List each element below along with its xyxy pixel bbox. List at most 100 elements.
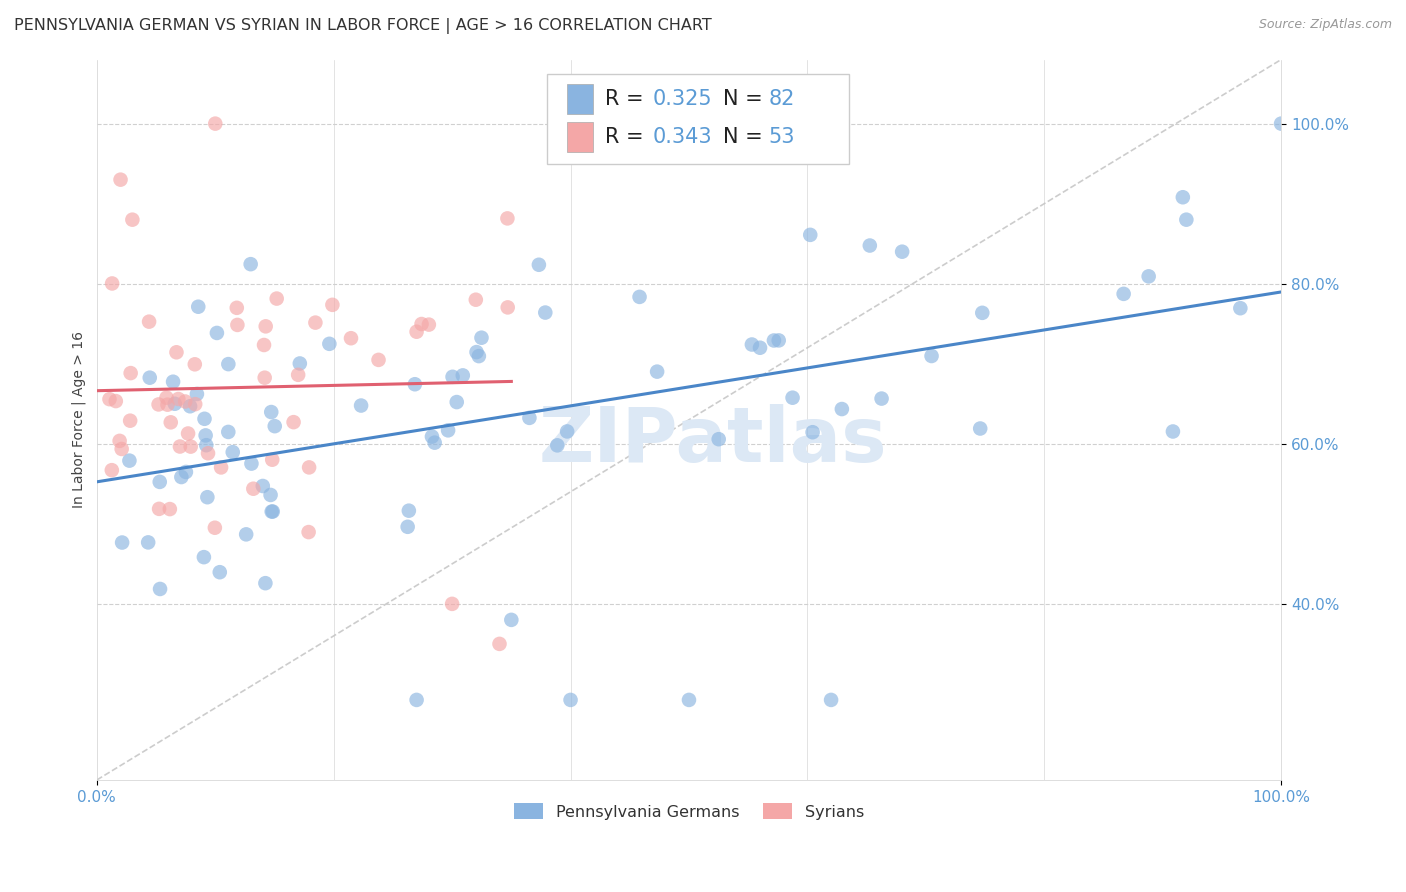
Point xyxy=(555,425,578,439)
Point xyxy=(321,298,343,312)
Text: 53: 53 xyxy=(768,127,794,146)
Point xyxy=(418,318,440,332)
Point xyxy=(252,479,274,493)
Point xyxy=(222,445,245,459)
Point xyxy=(288,356,311,370)
Point xyxy=(101,463,124,477)
Point xyxy=(468,349,491,363)
Point xyxy=(465,345,488,359)
Point xyxy=(405,325,427,339)
Point xyxy=(441,597,464,611)
Point xyxy=(254,319,277,334)
Point xyxy=(226,318,249,332)
Point xyxy=(149,582,172,596)
Point xyxy=(519,410,541,425)
Point xyxy=(186,387,208,401)
Point xyxy=(174,465,197,479)
FancyBboxPatch shape xyxy=(547,74,849,164)
Point xyxy=(501,613,523,627)
Point xyxy=(177,426,200,441)
Point xyxy=(239,257,262,271)
Point xyxy=(184,357,207,371)
Point xyxy=(470,331,492,345)
Point xyxy=(420,429,443,443)
Point xyxy=(205,326,228,340)
Point xyxy=(174,394,197,409)
Text: N =: N = xyxy=(723,127,769,146)
Point xyxy=(801,425,824,440)
Point xyxy=(159,502,181,516)
Point xyxy=(488,637,510,651)
Point xyxy=(527,258,550,272)
Point xyxy=(148,397,170,411)
Point xyxy=(1171,190,1194,204)
Point xyxy=(148,501,170,516)
Legend: Pennsylvania Germans, Syrians: Pennsylvania Germans, Syrians xyxy=(508,797,870,826)
Point xyxy=(138,315,160,329)
Point xyxy=(180,440,202,454)
Text: R =: R = xyxy=(605,89,650,109)
Y-axis label: In Labor Force | Age > 16: In Labor Force | Age > 16 xyxy=(72,331,86,508)
Point xyxy=(451,368,474,383)
Point xyxy=(170,470,193,484)
Point xyxy=(166,345,188,359)
Point xyxy=(496,301,519,315)
Point xyxy=(972,306,994,320)
Point xyxy=(340,331,363,345)
Point xyxy=(1175,212,1198,227)
Point xyxy=(209,460,232,475)
Point xyxy=(560,693,582,707)
Point xyxy=(546,438,568,452)
Point xyxy=(159,415,181,429)
Point xyxy=(195,438,218,452)
Text: 82: 82 xyxy=(768,89,794,109)
Point xyxy=(396,520,419,534)
Point xyxy=(136,535,159,549)
Point xyxy=(118,453,141,467)
Point xyxy=(179,399,201,413)
Point xyxy=(240,457,263,471)
Text: PENNSYLVANIA GERMAN VS SYRIAN IN LABOR FORCE | AGE > 16 CORRELATION CHART: PENNSYLVANIA GERMAN VS SYRIAN IN LABOR F… xyxy=(14,18,711,34)
Point xyxy=(1112,286,1135,301)
Point xyxy=(859,238,882,252)
Point xyxy=(235,527,257,541)
Text: 0.325: 0.325 xyxy=(652,89,711,109)
Point xyxy=(969,421,991,435)
Text: N =: N = xyxy=(723,89,769,109)
Point xyxy=(921,349,943,363)
Point xyxy=(404,377,426,392)
Point xyxy=(195,490,218,504)
Point xyxy=(870,392,893,406)
Point xyxy=(707,432,730,446)
Text: 0.343: 0.343 xyxy=(652,127,711,146)
Point xyxy=(187,300,209,314)
FancyBboxPatch shape xyxy=(567,84,593,114)
Point xyxy=(208,565,231,579)
Point xyxy=(111,535,134,549)
Point xyxy=(820,693,842,707)
Point xyxy=(259,488,281,502)
Point xyxy=(441,369,464,384)
Point xyxy=(149,475,172,489)
Point xyxy=(464,293,486,307)
Point xyxy=(217,357,239,371)
Point xyxy=(411,317,433,331)
Point xyxy=(1229,301,1251,316)
Point xyxy=(496,211,519,226)
Point xyxy=(262,504,284,518)
Point xyxy=(398,504,420,518)
Point xyxy=(297,525,319,540)
Point xyxy=(162,375,184,389)
Point xyxy=(260,505,283,519)
Point xyxy=(120,366,142,380)
Point xyxy=(169,440,191,454)
Point xyxy=(350,399,373,413)
Point xyxy=(891,244,914,259)
Point xyxy=(139,370,162,384)
Point xyxy=(287,368,309,382)
Point xyxy=(260,405,283,419)
Point xyxy=(318,336,340,351)
Point xyxy=(628,290,651,304)
Point xyxy=(253,338,276,352)
Point xyxy=(242,482,264,496)
